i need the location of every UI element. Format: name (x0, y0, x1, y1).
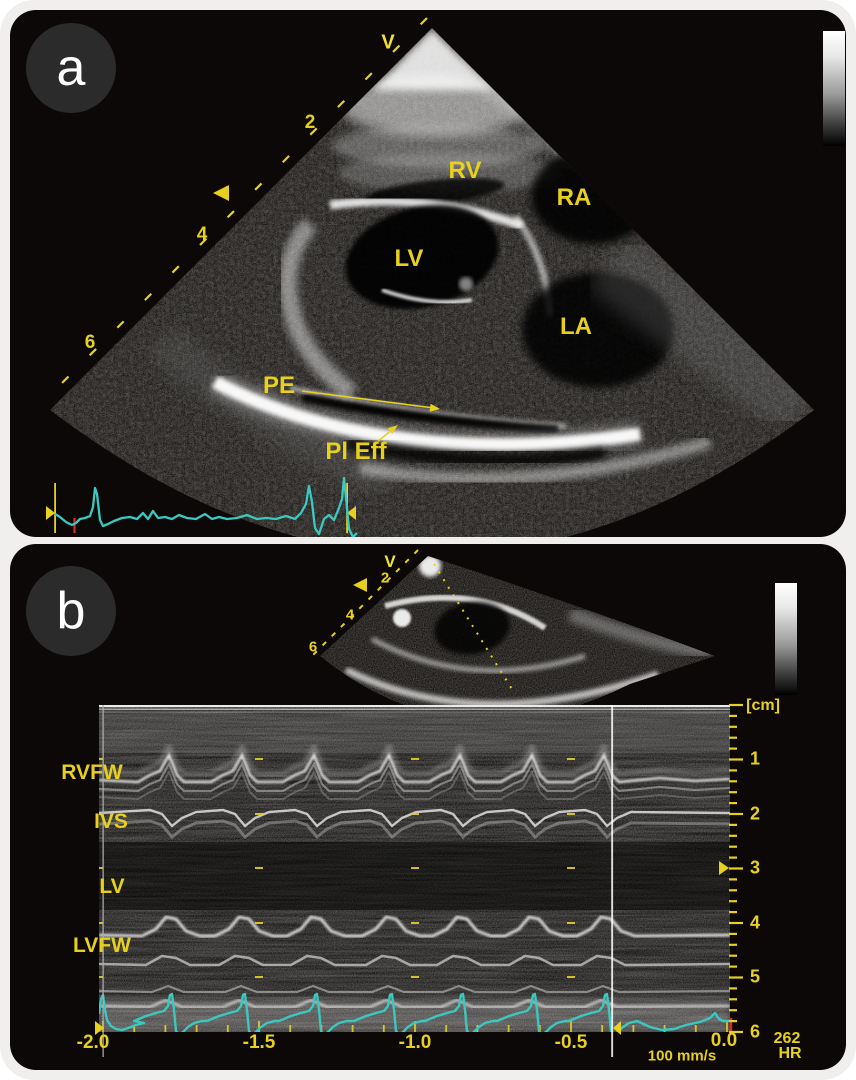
panel-a-2d-echo: a V 2 4 6 RV RA LV LA PE Pl Eff (10, 10, 846, 537)
depth-scale-4: 4 (749, 912, 761, 933)
orientation-v-marker: V (384, 552, 396, 571)
depth-scale-6: 6 (749, 1021, 761, 1042)
sector-scan-area (50, 28, 814, 537)
time-label-0: 0.0 (710, 1030, 738, 1051)
cursor-marker-icon (613, 1021, 621, 1035)
focus-depth-arrow-icon (719, 861, 729, 875)
panel-letter: a (56, 39, 86, 97)
panel-b-ultrasound-image (95, 549, 743, 1057)
time-cursor-active (611, 705, 614, 1057)
panel-letter-badge: a (26, 23, 116, 113)
label-right-atrium: RA (556, 184, 592, 211)
depth-scale-unit: [cm] (746, 697, 780, 714)
label-left-ventricle: LV (99, 875, 125, 898)
grayscale-bar (775, 583, 797, 695)
label-pleural-effusion: Pl Eff (325, 438, 387, 465)
mini-orientation-arrow-icon (353, 578, 367, 592)
orientation-v-marker: V (381, 31, 395, 54)
heart-rate-value: 262 (773, 1030, 801, 1047)
depth-scale-ruler (729, 703, 743, 1034)
orientation-arrow-icon (213, 185, 229, 201)
depth-label-2cm: 2 (304, 112, 316, 133)
heart-rate-unit: HR (778, 1045, 802, 1062)
mmode-cursor-dotted-line (433, 563, 516, 695)
panel-letter: b (56, 582, 86, 640)
time-label-m1: -1.0 (398, 1032, 432, 1053)
depth-label-6cm: 6 (84, 332, 96, 353)
pe-annotation-arrow (301, 390, 440, 412)
label-pericardial-effusion: PE (262, 372, 296, 399)
sweep-speed-label: 100 mm/s (647, 1047, 717, 1065)
label-lv-free-wall: LVFW (73, 934, 131, 957)
depth-scale-2: 2 (749, 803, 761, 824)
depth-label-4cm: 4 (196, 224, 208, 245)
mini-depth-label-4cm: 4 (345, 606, 355, 624)
time-label-m2: -2.0 (76, 1032, 110, 1053)
ecg-trace-a (46, 476, 358, 537)
depth-scale-5: 5 (749, 966, 761, 987)
mini-depth-label-2cm: 2 (380, 569, 390, 587)
grayscale-bar (823, 31, 845, 146)
ecg-start-marker-icon (95, 1021, 104, 1035)
label-left-ventricle: LV (394, 245, 424, 272)
panel-a-ultrasound-image (46, 17, 814, 537)
mini-depth-label-6cm: 6 (308, 638, 318, 656)
pleff-annotation-arrow (377, 425, 398, 442)
panel-letter-badge: b (26, 566, 116, 656)
time-cursor-left (102, 705, 104, 1057)
label-right-ventricle: RV (448, 157, 482, 184)
scale-red-marker (730, 1018, 733, 1031)
mmode-strip (95, 705, 733, 1057)
label-left-atrium: LA (560, 313, 592, 340)
depth-scale-3: 3 (749, 857, 761, 878)
label-interventricular-septum: IVS (94, 810, 128, 833)
time-label-m15: -1.5 (242, 1032, 276, 1053)
time-label-m05: -0.5 (554, 1032, 588, 1053)
label-rv-free-wall: RVFW (61, 761, 123, 784)
ecg-red-marker (73, 518, 76, 533)
panel-b-mmode-echo: b V 2 4 6 RVFW IVS LV LVFW [cm] 1 2 3 4 … (10, 544, 846, 1070)
depth-scale-1: 1 (749, 748, 761, 769)
